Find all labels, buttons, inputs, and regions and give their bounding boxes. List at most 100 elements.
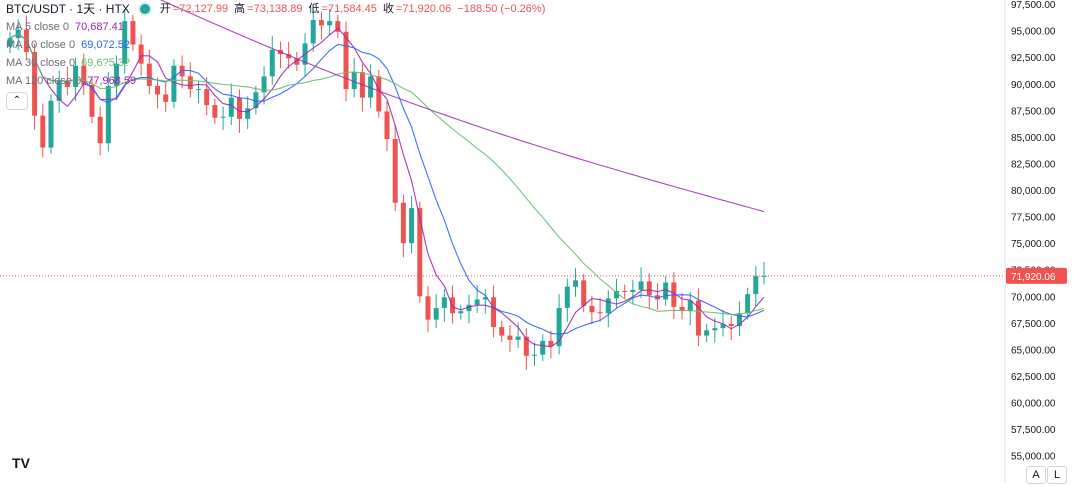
candle-body — [294, 58, 300, 65]
last-price-line: 71,920.06 — [0, 267, 1067, 284]
candle-body — [728, 323, 734, 327]
candle-body — [687, 300, 693, 312]
candle-body — [695, 300, 701, 336]
last-price-label-bg — [1006, 267, 1067, 284]
candle-body — [704, 330, 710, 336]
symbol-row: BTC/USDT · 1天 · HTX 开 =72,127.99 高 =73,138… — [6, 0, 551, 18]
candle-body — [105, 85, 111, 144]
y-tick-label: 77,500.00 — [1011, 213, 1056, 224]
candle-body — [384, 111, 390, 140]
candle-body — [712, 328, 718, 331]
candle-body — [155, 85, 161, 95]
ma30-label: MA 30 close 0 — [6, 57, 76, 69]
candle-body — [376, 76, 382, 112]
candle-body — [122, 21, 128, 64]
candle-body — [499, 327, 505, 336]
candle-body — [171, 65, 177, 102]
candle-body — [138, 44, 144, 64]
candle-body — [89, 84, 95, 117]
y-tick-label: 85,000.00 — [1011, 133, 1056, 144]
y-tick-label: 67,500.00 — [1011, 319, 1056, 330]
y-tick-label: 80,000.00 — [1011, 186, 1056, 197]
chevron-up-icon: ⌃ — [12, 95, 22, 106]
candles — [7, 6, 767, 370]
ohlc-close-value: =71,920.06 — [395, 3, 452, 15]
candle-body — [556, 307, 562, 347]
candle-body — [679, 306, 685, 312]
candle-body — [212, 105, 218, 118]
candle-body — [245, 108, 251, 119]
chart-legend: BTC/USDT · 1天 · HTX 开 =72,127.99 高 =73,138… — [6, 0, 551, 110]
candle-body — [720, 323, 726, 329]
candle-body — [466, 304, 472, 312]
ma30-line — [9, 33, 765, 316]
candle-body — [458, 311, 464, 314]
y-tick-label: 92,500.00 — [1011, 53, 1056, 64]
candle-body — [622, 290, 628, 293]
candle-body — [56, 80, 62, 101]
candle-body — [114, 63, 120, 86]
y-axis[interactable]: 97,500.00 95,000.00 92,500.00 90,000.00 87,5… — [1011, 0, 1056, 463]
candle-body — [597, 312, 603, 314]
ma120-line — [159, 0, 765, 213]
y-tick-label: 97,500.00 — [1011, 0, 1056, 11]
y-tick-label: 75,000.00 — [1011, 239, 1056, 250]
candle-body — [253, 92, 259, 109]
legend-ma5[interactable]: MA 5 close 0 70,687.41 — [6, 18, 551, 36]
auto-scale-button[interactable]: A — [1026, 466, 1046, 484]
candle-body — [261, 76, 267, 93]
legend-ma10[interactable]: MA 10 close 0 69,072.52 — [6, 36, 551, 54]
candle-body — [540, 340, 546, 355]
y-tick-label: 82,500.00 — [1011, 159, 1056, 170]
candle-body — [646, 281, 652, 296]
candle-body — [417, 208, 423, 297]
candle-body — [409, 208, 415, 244]
candle-body — [605, 298, 611, 314]
ohlc-low-value: =71,584.45 — [321, 3, 377, 15]
candle-body — [368, 76, 374, 98]
y-tick-label: 90,000.00 — [1011, 80, 1056, 91]
candle-body — [400, 202, 406, 244]
candle-body — [425, 296, 431, 320]
ma10-line — [9, 33, 765, 335]
symbol-title[interactable]: BTC/USDT · 1天 · HTX — [6, 2, 130, 16]
tradingview-logo-icon[interactable]: TV — [8, 452, 34, 474]
ohlc-open-value: =72,127.99 — [172, 3, 229, 15]
candle-body — [392, 139, 398, 203]
candle-body — [753, 276, 759, 295]
candle-body — [335, 21, 341, 32]
candle-body — [515, 336, 521, 340]
legend-ma30[interactable]: MA 30 close 0 69,6?5.3? — [6, 54, 551, 72]
candle-body — [32, 51, 38, 116]
candle-body — [40, 115, 46, 148]
ohlc-low-label: 低 — [308, 3, 320, 15]
candle-body — [532, 354, 538, 356]
ma10-value: 69,072.52 — [81, 39, 131, 51]
ma5-line — [9, 27, 765, 348]
candle-body — [7, 38, 13, 47]
candle-body — [736, 313, 742, 327]
candle-body — [474, 299, 480, 305]
legend-ma120[interactable]: MA 120 close 0 77,968.59 — [6, 72, 551, 90]
candle-body — [64, 80, 70, 87]
candle-body — [573, 280, 578, 287]
candle-body — [269, 49, 275, 77]
candle-body — [286, 54, 292, 59]
candle-body — [318, 20, 324, 26]
candle-body — [433, 307, 439, 320]
ohlc-high-label: 高 — [234, 3, 246, 15]
candle-body — [228, 97, 234, 117]
ma5-value: 70,687.41 — [74, 21, 124, 33]
log-scale-button[interactable]: L — [1047, 466, 1067, 484]
y-tick-label: 60,000.00 — [1011, 399, 1056, 410]
last-price-label: 71,920.06 — [1011, 272, 1056, 283]
ma120-label: MA 120 close 0 — [6, 75, 82, 87]
y-tick-label: 57,500.00 — [1011, 425, 1056, 436]
candle-body — [343, 31, 349, 90]
collapse-legend-button[interactable]: ⌃ — [6, 92, 28, 110]
ohlc-close-label: 收 — [382, 3, 394, 15]
candle-body — [745, 294, 751, 314]
candle-body — [589, 305, 595, 313]
